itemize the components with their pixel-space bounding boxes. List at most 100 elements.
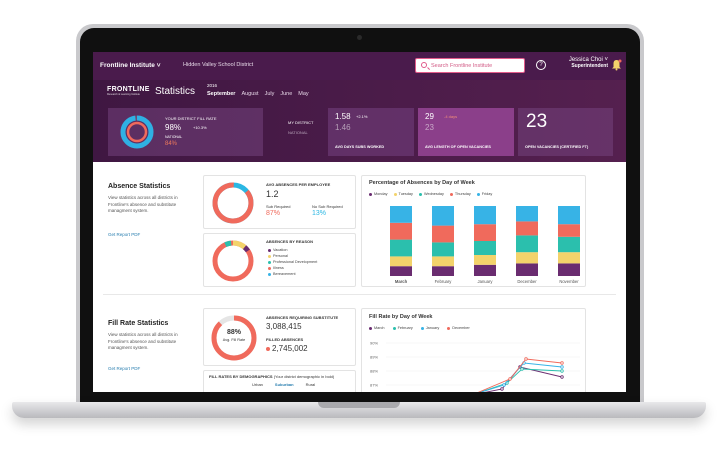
filled-absences-value: 2,745,002	[272, 344, 308, 353]
laptop-base	[12, 402, 706, 418]
fill-series-line	[480, 362, 563, 392]
subs-worked-card: 1.58 +2.1% 1.46 AVG DAYS SUBS WORKED	[328, 108, 414, 156]
demo-urban: Urban	[252, 382, 263, 387]
avg-fill-rate-label: Avg. Fill Rate	[222, 338, 246, 342]
vacancy-length-national: 23	[425, 123, 434, 132]
fill-chart-title: Fill Rate by Day of Week	[369, 314, 433, 320]
filled-absences-row: 2,745,002	[266, 344, 308, 353]
month-june[interactable]: June	[280, 91, 293, 97]
fill-summary-panel: 88% Avg. Fill Rate ABSENCES REQUIRING SU…	[203, 308, 356, 366]
no-sub-value: 13%	[312, 210, 327, 217]
fill-desc: View statistics across all districts in …	[108, 332, 178, 350]
absence-bar-segment	[516, 206, 538, 222]
help-icon[interactable]: ?	[536, 60, 546, 70]
month-selector: September August July June May	[207, 91, 309, 97]
absence-reason-legend: Vacation Personal Professional Development…	[268, 247, 317, 277]
legend-item: December	[447, 325, 470, 331]
reason-legend-item: Vacation	[268, 247, 317, 253]
absence-chart-legend: Monday Tuesday Wednesday Thursday Friday	[369, 191, 492, 197]
main-content: Absence Statistics View statistics acros…	[93, 162, 626, 392]
legend-item: Monday	[369, 191, 388, 197]
month-july[interactable]: July	[264, 91, 275, 97]
brand-menu[interactable]: Frontline Institute ˅	[100, 62, 161, 69]
absence-desc: View statistics across all districts in …	[108, 195, 178, 213]
legend-label: March	[374, 326, 385, 330]
fill-point	[524, 357, 528, 361]
fill-point	[500, 387, 504, 391]
absence-bar-segment	[516, 252, 538, 264]
demo-suburban: Suburban	[274, 382, 294, 387]
fill-rate-national-label: NATIONAL	[165, 135, 183, 139]
reason-legend-label: Illness	[273, 266, 284, 270]
demographics-label: FILL RATES BY DEMOGRAPHICS	[209, 374, 273, 379]
legend-swatch	[392, 326, 396, 330]
absence-bar-segment	[474, 224, 496, 241]
demographics-panel: FILL RATES BY DEMOGRAPHICS (Your distric…	[203, 370, 356, 392]
legend-item: January	[420, 325, 439, 331]
fill-rate-label: YOUR DISTRICT FILL RATE	[165, 116, 217, 121]
legend-label: December	[452, 326, 470, 330]
fill-y-tick: 89%	[370, 355, 378, 360]
fill-point	[502, 383, 506, 387]
fill-day-chart: Fill Rate by Day of Week March February Ja…	[361, 308, 586, 392]
user-name: Jessica Choi	[568, 57, 603, 63]
legend-swatch	[393, 192, 397, 196]
fill-y-tick: 87%	[370, 383, 378, 388]
search-placeholder: Search Frontline Institute	[431, 63, 493, 69]
absence-bar-segment	[474, 255, 496, 265]
demographics-note: (Your district demographic in bold)	[273, 374, 335, 379]
section-divider	[103, 294, 616, 295]
year-label: 2016	[207, 83, 218, 88]
absence-bar-segment	[432, 256, 454, 267]
month-may[interactable]: May	[298, 91, 309, 97]
absence-x-tick: November	[559, 279, 579, 284]
legend-label: Friday	[481, 192, 493, 196]
top-nav: Frontline Institute ˅ Hidden Valley Scho…	[93, 52, 626, 80]
fill-y-tick: 90%	[370, 341, 378, 346]
absence-bar-segment	[432, 266, 454, 276]
month-september[interactable]: September	[207, 91, 236, 97]
absence-bar-segment	[390, 239, 412, 257]
fill-title: Fill Rate Statistics	[108, 320, 169, 327]
legend-swatch	[268, 248, 271, 252]
screen: Frontline Institute ˅ Hidden Valley Scho…	[93, 52, 626, 392]
fill-report-link[interactable]: Get Report PDF	[108, 366, 141, 371]
vacancy-length-card: 29 -4 days 23 AVG LENGTH OF OPEN VACANCI…	[418, 108, 514, 156]
absence-bar-segment	[390, 222, 412, 240]
absence-report-link[interactable]: Get Report PDF	[108, 232, 141, 237]
absence-bar-segment	[558, 263, 580, 276]
absence-bar-segment	[432, 242, 454, 257]
absence-bar-segment	[474, 241, 496, 255]
requiring-sub-value: 3,088,415	[266, 322, 302, 331]
absence-bar-segment	[474, 206, 496, 225]
vacancy-length-delta: -4 days	[444, 114, 458, 119]
fill-y-tick: 88%	[370, 369, 378, 374]
search-input[interactable]: Search Frontline Institute	[415, 58, 525, 73]
absence-bar-segment	[390, 266, 412, 276]
legend-item: Wednesday	[418, 191, 444, 197]
legend-swatch	[447, 326, 451, 330]
fill-point	[520, 367, 524, 371]
reason-legend-label: Personal	[273, 254, 288, 258]
absence-bar-segment	[516, 263, 538, 276]
absence-bar-segment	[558, 206, 580, 225]
reason-legend-item: Personal	[268, 253, 317, 259]
absence-x-tick: January	[478, 279, 494, 284]
reason-legend-label: Bereavement	[273, 272, 296, 276]
absence-bar-segment	[558, 252, 580, 264]
sub-required-value: 87%	[266, 210, 281, 217]
vacancy-length-value: 29	[425, 112, 434, 121]
legend-label: Thursday	[454, 192, 471, 196]
fill-rate-card: YOUR DISTRICT FILL RATE 98% +10.3% NATIO…	[108, 108, 263, 156]
notification-bell-icon[interactable]	[611, 59, 622, 71]
absence-bar-segment	[474, 264, 496, 276]
absence-reason-panel: ABSENCES BY REASON Vacation Personal Profe…	[203, 233, 356, 287]
absence-chart-plot: March February January December November	[390, 206, 580, 284]
subs-worked-delta: +2.1%	[356, 114, 368, 119]
national-label: NATIONAL	[288, 130, 308, 135]
user-menu[interactable]: Jessica Choi ˅ Superintendent	[558, 57, 608, 69]
no-sub-label: No Sub Required	[312, 204, 343, 209]
fill-point	[560, 365, 564, 369]
fill-chart-legend: March February January December	[369, 325, 470, 331]
month-august[interactable]: August	[241, 91, 259, 97]
